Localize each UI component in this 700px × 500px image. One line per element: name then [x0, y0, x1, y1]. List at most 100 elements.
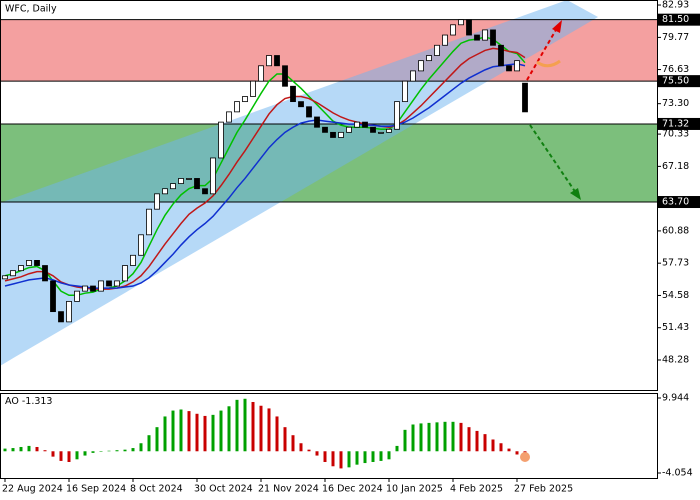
- candle: [282, 65, 288, 87]
- y-tick-label: -4.054: [662, 467, 693, 478]
- candle: [194, 178, 200, 190]
- candle: [2, 275, 8, 280]
- candle: [434, 44, 440, 56]
- ao-bar: [427, 422, 431, 452]
- candle: [474, 34, 480, 41]
- candle: [58, 311, 64, 323]
- y-tick-label: 9.944: [662, 393, 689, 404]
- ao-bar: [83, 451, 87, 456]
- level-label: 75.50: [662, 76, 689, 87]
- ao-bar: [371, 451, 375, 462]
- candle: [346, 126, 352, 133]
- y-tick-label: 57.73: [662, 258, 689, 269]
- ao-bar: [91, 451, 95, 453]
- ao-bar: [227, 406, 231, 452]
- ao-bar: [363, 451, 367, 464]
- ao-bar: [419, 423, 423, 452]
- ao-bar: [11, 448, 15, 452]
- x-tick-label: 10 Jan 2025: [386, 484, 443, 495]
- ao-bar: [3, 448, 7, 452]
- ao-bar: [219, 410, 223, 452]
- down-arrowhead: [570, 188, 581, 200]
- x-tick-label: 30 Oct 2024: [194, 484, 253, 495]
- moving-average: [4, 36, 526, 296]
- candle: [490, 29, 496, 46]
- indicator-label: AO -1.313: [5, 396, 52, 407]
- ao-bar: [59, 451, 63, 461]
- ao-bar: [515, 451, 519, 455]
- candle: [114, 280, 120, 287]
- y-tick-label: 73.30: [662, 98, 689, 109]
- ao-bar: [171, 410, 175, 452]
- candle: [506, 65, 512, 72]
- candle: [210, 157, 216, 195]
- indicator-value: -1.313: [22, 396, 53, 407]
- ao-pane: [0, 393, 658, 479]
- candle: [386, 128, 392, 133]
- ao-bar: [211, 414, 215, 452]
- ao-bar: [243, 398, 247, 452]
- ao-bar: [467, 427, 471, 452]
- y-tick-label: 70.33: [662, 129, 689, 140]
- ao-bar: [163, 416, 167, 452]
- ao-bar: [51, 451, 55, 457]
- ao-bar: [387, 451, 391, 460]
- ao-bar: [99, 451, 103, 452]
- x-tick-label: 16 Dec 2024: [322, 484, 383, 495]
- ao-bar: [131, 448, 135, 452]
- chart-title: WFC, Daily: [5, 4, 57, 15]
- candle: [26, 260, 32, 266]
- y-tick-label: 82.93: [662, 0, 689, 11]
- level-box: [658, 13, 700, 26]
- candle: [98, 280, 104, 292]
- candle: [330, 131, 336, 138]
- candle: [370, 126, 376, 133]
- ao-bar: [259, 405, 263, 452]
- ao-bar: [411, 424, 415, 452]
- indicator-name: AO: [5, 396, 19, 407]
- candle: [146, 208, 152, 236]
- candle: [250, 80, 256, 97]
- candle: [378, 131, 384, 134]
- candle: [170, 183, 176, 190]
- candle: [154, 193, 160, 210]
- y-tick-label: 51.43: [662, 322, 689, 333]
- x-tick-label: 8 Oct 2024: [130, 484, 183, 495]
- candle: [274, 55, 280, 67]
- ao-bar: [379, 451, 383, 461]
- up-arrow: [526, 27, 558, 81]
- y-tick-label: 60.88: [662, 225, 689, 236]
- candle: [42, 265, 48, 282]
- candle: [426, 55, 432, 62]
- candle: [466, 19, 472, 36]
- candle: [522, 82, 528, 113]
- candle: [394, 101, 400, 130]
- candle: [18, 265, 24, 272]
- ao-bar: [451, 421, 455, 452]
- candle: [482, 29, 488, 41]
- candle: [354, 121, 360, 128]
- candle: [122, 265, 128, 282]
- ao-bar: [19, 446, 23, 452]
- ao-bar: [195, 413, 199, 452]
- candle: [66, 300, 72, 323]
- ao-bar: [267, 408, 271, 452]
- ao-bar: [435, 422, 439, 452]
- ao-bar: [251, 401, 255, 452]
- marker: [520, 452, 530, 462]
- ao-bar: [499, 443, 503, 452]
- candle: [178, 178, 184, 184]
- level-box: [658, 196, 700, 209]
- ao-bar: [107, 450, 111, 452]
- ao-bar: [291, 435, 295, 452]
- candle: [258, 65, 264, 82]
- candle: [298, 101, 304, 108]
- main-pane: [0, 0, 658, 391]
- candle: [322, 126, 328, 133]
- candle: [458, 19, 464, 26]
- candle: [82, 285, 88, 292]
- candle: [410, 70, 416, 82]
- candle: [306, 106, 312, 118]
- candle: [450, 24, 456, 36]
